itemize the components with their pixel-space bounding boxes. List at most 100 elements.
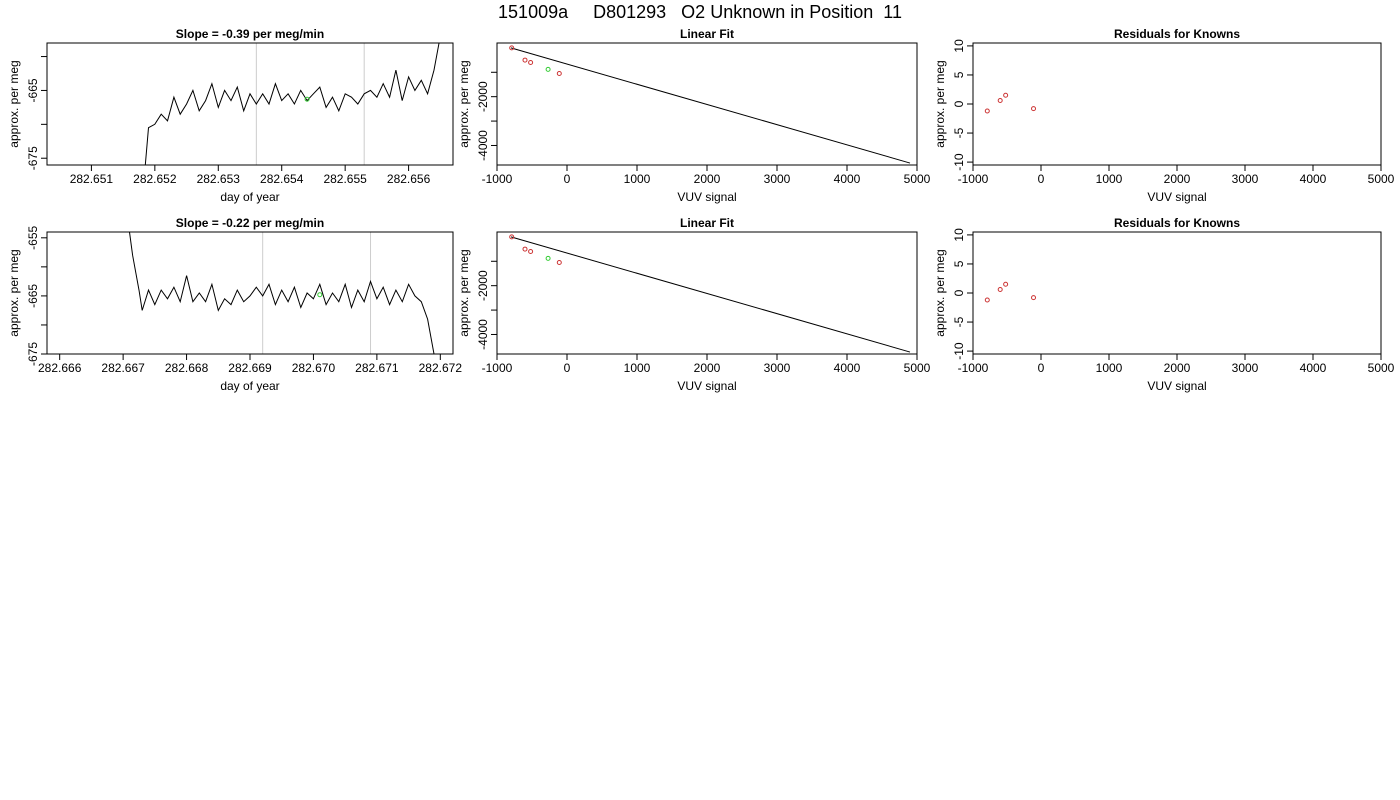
plot-4-xtick-label: 282.671 bbox=[355, 361, 399, 375]
plot-4-xlabel: day of year bbox=[220, 379, 279, 393]
plot-1-series-line bbox=[144, 43, 440, 165]
plot-3-xtick-label: 5000 bbox=[1368, 172, 1395, 186]
plot-3-ytick-label: 5 bbox=[952, 71, 966, 78]
plot-2-xtick-label: 5000 bbox=[904, 172, 931, 186]
plot-6-xtick-label: 3000 bbox=[1232, 361, 1259, 375]
plot-1-xtick-label: 282.654 bbox=[260, 172, 304, 186]
plot-6-xlabel: VUV signal bbox=[1147, 379, 1206, 393]
plot-1-xtick-label: 282.656 bbox=[387, 172, 431, 186]
plot-6-residual-point bbox=[997, 287, 1003, 293]
plot-4-series-line bbox=[129, 232, 435, 354]
plot-2-known-point bbox=[556, 71, 562, 76]
plot-5-xtick-label: -1000 bbox=[482, 361, 513, 375]
plot-5-xtick-label: 2000 bbox=[694, 361, 721, 375]
plot-4-ytick-label: -665 bbox=[26, 284, 40, 308]
plot-5-ytick-label: -2000 bbox=[476, 270, 490, 301]
plot-6-residual-point bbox=[1031, 295, 1037, 301]
plot-1-xtick-label: 282.653 bbox=[197, 172, 241, 186]
plot-6-ytick-label: -10 bbox=[952, 342, 966, 360]
plot-2-xtick-label: 1000 bbox=[624, 172, 651, 186]
plot-1-ylabel: approx. per meg bbox=[7, 60, 21, 147]
plot-1-xtick-label: 282.651 bbox=[70, 172, 114, 186]
plot-5-known-point bbox=[528, 249, 534, 255]
plot-4-xtick-label: 282.666 bbox=[38, 361, 82, 375]
plot-2-known-point bbox=[509, 45, 515, 51]
plot-3-ytick-label: -10 bbox=[952, 153, 966, 171]
plot-3-xtick-label: 3000 bbox=[1232, 172, 1259, 186]
plot-3-xtick-label: 4000 bbox=[1300, 172, 1327, 186]
plot-2-ytick-label: -2000 bbox=[476, 81, 490, 112]
plot-6-ytick-label: 0 bbox=[952, 289, 966, 296]
plot-4-ytick-label: -675 bbox=[26, 342, 40, 366]
plot-4-title: Slope = -0.22 per meg/min bbox=[176, 216, 324, 230]
plot-4-ytick-label: -655 bbox=[26, 225, 40, 249]
plot-5-xlabel: VUV signal bbox=[677, 379, 736, 393]
plot-2-known-point bbox=[522, 57, 528, 63]
plot-6-ytick-label: 5 bbox=[952, 260, 966, 267]
plot-3-residual-point bbox=[1003, 92, 1009, 98]
plot-4-xtick-label: 282.672 bbox=[419, 361, 463, 375]
plot-1-title: Slope = -0.39 per meg/min bbox=[176, 27, 324, 41]
plot-6-residual-point bbox=[984, 297, 990, 303]
plot-3-frame bbox=[972, 42, 1382, 166]
plot-3-ytick-label: 0 bbox=[952, 100, 966, 107]
plot-6-ylabel: approx. per meg bbox=[933, 249, 947, 336]
plot-5-known-point bbox=[556, 260, 562, 265]
plot-3-xtick-label: 0 bbox=[1038, 172, 1045, 186]
plot-5-xtick-label: 3000 bbox=[764, 361, 791, 375]
plot-2-unknown-point bbox=[545, 66, 551, 72]
plot-2-xtick-label: 0 bbox=[564, 172, 571, 186]
plot-2-xlabel: VUV signal bbox=[677, 190, 736, 204]
plot-6-ytick-label: -5 bbox=[952, 316, 966, 327]
plot-6-xtick-label: 5000 bbox=[1368, 361, 1395, 375]
plot-4-frame bbox=[46, 231, 454, 355]
plot-5-known-point bbox=[509, 234, 515, 240]
plot-3-residual-point bbox=[997, 98, 1003, 104]
plot-4-ylabel: approx. per meg bbox=[7, 249, 21, 336]
plot-1-frame bbox=[46, 42, 454, 166]
plot-5-ytick-label: -4000 bbox=[476, 319, 490, 350]
plot-3-ylabel: approx. per meg bbox=[933, 60, 947, 147]
plot-1-ytick-label: -665 bbox=[26, 78, 40, 102]
plot-5-frame bbox=[496, 231, 918, 355]
plot-5-xtick-label: 0 bbox=[564, 361, 571, 375]
plot-3-residual-point bbox=[1031, 106, 1037, 112]
plot-1-xtick-label: 282.652 bbox=[133, 172, 177, 186]
plot-6-xtick-label: 1000 bbox=[1096, 361, 1123, 375]
plot-2-fit-line bbox=[510, 47, 911, 164]
plot-1-xtick-label: 282.655 bbox=[323, 172, 367, 186]
plot-1-ytick-label: -675 bbox=[26, 146, 40, 170]
plot-3-residual-point bbox=[984, 108, 990, 114]
plot-2-xtick-label: -1000 bbox=[482, 172, 513, 186]
plot-3-xtick-label: 2000 bbox=[1164, 172, 1191, 186]
plot-6-xtick-label: 4000 bbox=[1300, 361, 1327, 375]
plot-2-frame bbox=[496, 42, 918, 166]
plot-3-xlabel: VUV signal bbox=[1147, 190, 1206, 204]
plot-3-ytick-label: -5 bbox=[952, 127, 966, 138]
plot-6-xtick-label: 0 bbox=[1038, 361, 1045, 375]
plot-6-xtick-label: 2000 bbox=[1164, 361, 1191, 375]
plot-4-xtick-label: 282.668 bbox=[165, 361, 209, 375]
plot-2-ytick-label: -4000 bbox=[476, 130, 490, 161]
plot-5-fit-line bbox=[510, 236, 911, 353]
plot-6-frame bbox=[972, 231, 1382, 355]
plot-4-xtick-label: 282.669 bbox=[228, 361, 272, 375]
plot-1-xlabel: day of year bbox=[220, 190, 279, 204]
plot-5-unknown-point bbox=[545, 255, 551, 261]
plot-3-ytick-label: 10 bbox=[952, 39, 966, 53]
plot-2-xtick-label: 4000 bbox=[834, 172, 861, 186]
plot-5-xtick-label: 5000 bbox=[904, 361, 931, 375]
plot-5-xtick-label: 1000 bbox=[624, 361, 651, 375]
plot-5-known-point bbox=[522, 246, 528, 252]
plot-5-ylabel: approx. per meg bbox=[457, 249, 471, 336]
plot-2-ylabel: approx. per meg bbox=[457, 60, 471, 147]
plot-1-unknown-marker bbox=[304, 96, 310, 102]
plot-2-xtick-label: 2000 bbox=[694, 172, 721, 186]
plot-6-xtick-label: -1000 bbox=[958, 361, 989, 375]
plot-4-unknown-marker bbox=[317, 292, 323, 298]
plot-2-title: Linear Fit bbox=[680, 27, 734, 41]
plot-3-title: Residuals for Knowns bbox=[1114, 27, 1240, 41]
plot-6-title: Residuals for Knowns bbox=[1114, 216, 1240, 230]
plot-5-title: Linear Fit bbox=[680, 216, 734, 230]
